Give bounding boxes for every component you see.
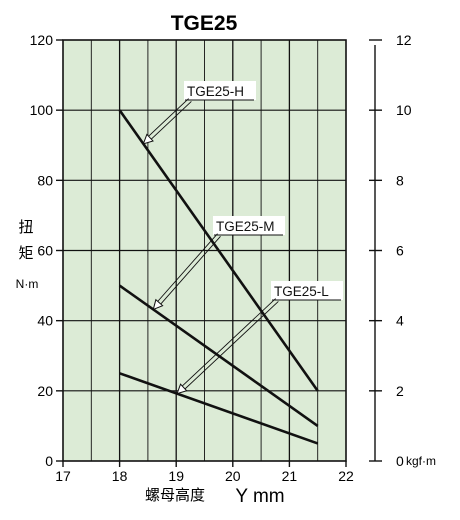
series-label-bg <box>213 216 285 235</box>
y-tick-label: 20 <box>37 383 53 399</box>
series-label-3: TGE25-L <box>274 284 329 299</box>
y-tick-label: 80 <box>37 172 53 188</box>
series-leader-arrow <box>152 298 164 311</box>
series-leader-line <box>159 236 221 306</box>
series-label-1: TGE25-H <box>187 84 244 99</box>
x-axis-label-cn: 螺母高度 <box>145 486 205 504</box>
series-label-bg <box>271 281 343 300</box>
series-leader-arrow <box>176 383 188 395</box>
series-leader-line <box>147 98 189 138</box>
series-line-3 <box>119 372 319 445</box>
series-leader-line <box>150 101 192 141</box>
series-label-bg <box>184 81 256 100</box>
series-labels: TGE25-H TGE25-M TGE25-L <box>142 81 343 395</box>
y2-tick-label: 8 <box>396 172 404 188</box>
y-tick-label: 100 <box>30 102 54 118</box>
series-label-2: TGE25-M <box>216 219 275 234</box>
series-lines <box>118 109 319 445</box>
y2-tick-label: 0 <box>396 453 404 469</box>
y-axis-label-char2: 矩 <box>18 244 33 262</box>
x-tick-label: 22 <box>338 468 354 484</box>
y-tick-label: 0 <box>45 453 53 469</box>
x-tick-label: 19 <box>168 468 184 484</box>
axes: 0 20 40 60 80 100 120 17 18 19 20 21 22 0 2 4 6 8 10 12 <box>30 32 412 484</box>
x-tick-label: 21 <box>282 468 298 484</box>
chart-title: TGE25 <box>171 12 238 35</box>
y2-tick-label: 4 <box>396 313 404 329</box>
y-tick-label: 120 <box>30 32 54 48</box>
y2-axis-unit: kgf·m <box>406 454 436 468</box>
series-leader-arrow <box>142 133 154 145</box>
y2-tick-label: 2 <box>396 383 404 399</box>
grid-lines <box>63 40 346 461</box>
series-leader-line <box>181 298 276 388</box>
y-axis-label-char1: 扭 <box>18 218 33 236</box>
x-tick-label: 17 <box>55 468 71 484</box>
series-leader-line <box>183 301 279 390</box>
y-axis-unit: N·m <box>16 277 39 291</box>
y2-tick-label: 12 <box>396 32 412 48</box>
x-axis-label: Y mm <box>235 486 284 507</box>
series-leader-line <box>156 233 218 303</box>
series-line-1 <box>118 109 319 392</box>
y-tick-label: 40 <box>37 313 53 329</box>
y2-tick-label: 6 <box>396 243 404 259</box>
y2-tick-label: 10 <box>396 102 412 118</box>
x-tick-label: 20 <box>225 468 241 484</box>
x-tick-label: 18 <box>112 468 128 484</box>
y-tick-label: 60 <box>37 243 53 259</box>
series-line-2 <box>118 284 319 427</box>
